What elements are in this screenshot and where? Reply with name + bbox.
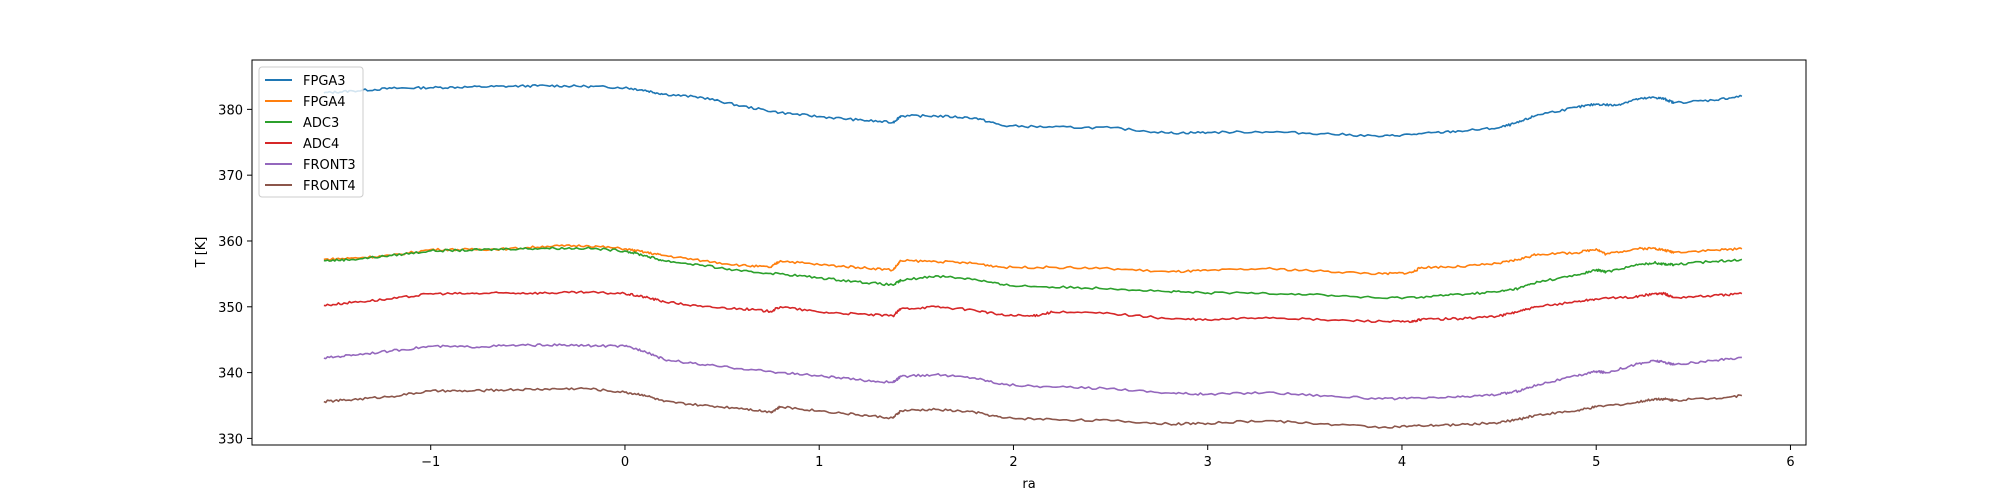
legend-label-adc4: ADC4 xyxy=(303,137,339,152)
y-tick-label: 370 xyxy=(218,169,243,184)
plot-area-frame xyxy=(251,59,1807,446)
x-tick-label: 1 xyxy=(815,455,823,470)
x-tick-label: 4 xyxy=(1398,455,1406,470)
series-line-front3 xyxy=(323,343,1742,401)
y-tick-label: 340 xyxy=(218,367,243,382)
x-tick-label: 5 xyxy=(1592,455,1600,470)
x-axis-label: ra xyxy=(1022,477,1035,492)
series-line-fpga4 xyxy=(323,244,1743,276)
x-tick-label: 2 xyxy=(1009,455,1017,470)
y-tick-label: 330 xyxy=(218,432,243,447)
legend: FPGA3 FPGA4 ADC3 ADC4 FRONT3 FRONT4 xyxy=(258,66,364,198)
legend-label-fpga4: FPGA4 xyxy=(303,95,346,110)
x-tick-label: −1 xyxy=(421,455,440,470)
y-tick-label: 360 xyxy=(218,235,243,250)
x-tick-label: 3 xyxy=(1204,455,1212,470)
series-line-fpga3 xyxy=(323,84,1743,138)
x-tick-label: 6 xyxy=(1786,455,1794,470)
series-line-front4 xyxy=(323,387,1743,429)
legend-label-fpga3: FPGA3 xyxy=(303,74,346,89)
x-tick-label: 0 xyxy=(621,455,629,470)
x-axis: −1 0 1 2 3 4 5 6 xyxy=(421,445,1795,470)
legend-label-front3: FRONT3 xyxy=(303,158,356,173)
y-axis-label: T [K] xyxy=(194,237,209,269)
legend-label-front4: FRONT4 xyxy=(303,179,356,194)
y-tick-label: 380 xyxy=(218,103,243,118)
y-tick-label: 350 xyxy=(218,301,243,316)
y-axis: 330 340 350 360 370 380 xyxy=(218,103,252,447)
legend-label-adc3: ADC3 xyxy=(303,116,339,131)
plot-lines xyxy=(323,84,1743,429)
series-line-adc3 xyxy=(323,246,1743,300)
series-line-adc4 xyxy=(323,290,1743,324)
